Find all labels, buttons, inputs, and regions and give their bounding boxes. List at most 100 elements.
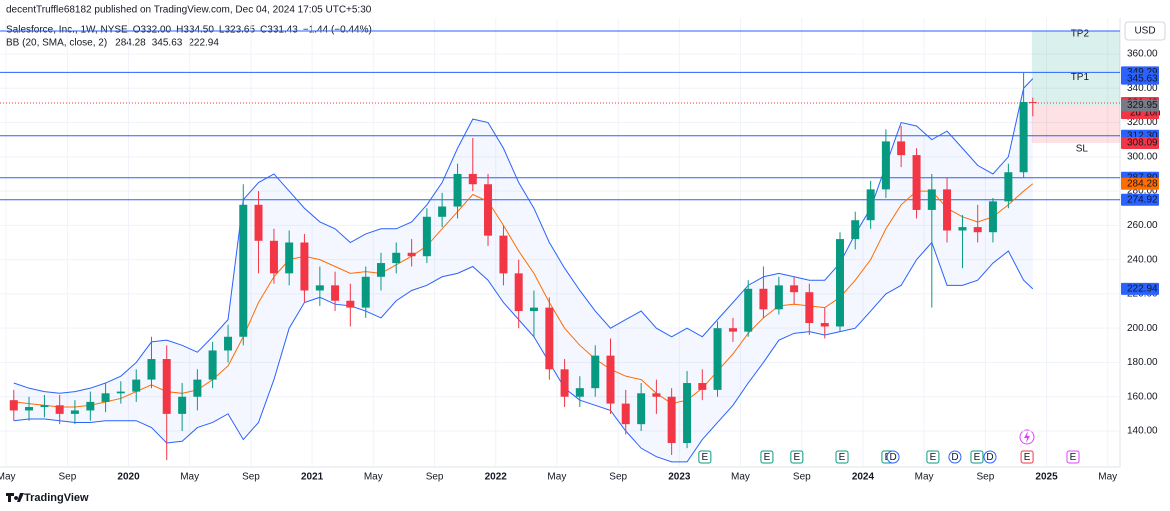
event-label: E (974, 452, 981, 463)
candle-body (759, 288, 768, 310)
x-tick-label: Sep (609, 472, 627, 483)
candle-body (575, 388, 584, 397)
candle-body (774, 285, 783, 310)
price-label-box (1121, 99, 1159, 112)
candle-body (713, 328, 722, 390)
candle-body (667, 396, 676, 444)
countdown: 2d 10h (1130, 108, 1161, 119)
candle-body (300, 242, 309, 291)
event-label: D (986, 452, 993, 463)
candle-body (193, 379, 202, 397)
event-label: E (702, 452, 709, 463)
price-label-box (1121, 193, 1159, 206)
band-basis (13, 183, 1034, 408)
candle-body (851, 220, 860, 240)
legend-low: L323.65 (219, 25, 256, 36)
candle-body (361, 276, 370, 308)
x-tick-label: 2021 (301, 472, 324, 483)
y-tick-label: 360.00 (1127, 49, 1158, 60)
band-fill (13, 78, 1033, 462)
event-marker (835, 450, 849, 464)
x-tick-label: May (915, 472, 934, 483)
price-label: 274.92 (1127, 194, 1158, 205)
candle-body (560, 369, 569, 397)
candle-body (744, 288, 753, 332)
candle-body (1004, 172, 1013, 202)
candle-body (484, 184, 493, 236)
event-marker (698, 450, 712, 464)
event-marker (790, 450, 804, 464)
currency[interactable]: USD (1134, 26, 1155, 37)
x-tick-label: Sep (426, 472, 444, 483)
candle-body (147, 359, 156, 380)
x-tick-label: May (180, 472, 199, 483)
price-label-box (1121, 282, 1159, 295)
candle-body (239, 204, 248, 337)
candle-body (132, 379, 141, 392)
x-tick-label: May (731, 472, 750, 483)
candle-body (958, 227, 967, 231)
event-marker (948, 450, 962, 464)
lightning-icon (1019, 429, 1035, 445)
candle-body (254, 204, 263, 241)
candle-body (86, 401, 95, 411)
candle-body (790, 285, 799, 293)
candle-body (836, 239, 844, 327)
candle-body (866, 189, 875, 221)
event-label: E (764, 452, 771, 463)
publish-info: decentTruffle68182 published on TradingV… (6, 5, 372, 16)
legend-high: H334.50 (176, 25, 214, 36)
y-tick-label: 140.00 (1127, 426, 1158, 437)
price-label: 222.94 (1127, 284, 1158, 295)
candle-body (407, 252, 416, 257)
loss-zone (1031, 105, 1120, 143)
candle-body (652, 393, 661, 397)
band-lower (13, 241, 1034, 463)
price-label-box (1121, 72, 1159, 85)
price-label: 329.95 (1127, 100, 1158, 111)
candle-body (453, 173, 462, 207)
candle-body (606, 355, 615, 404)
candle-body (897, 141, 906, 156)
event-marker (760, 450, 774, 464)
price-label: 284.28 (1127, 178, 1158, 189)
y-tick-label: 300.00 (1127, 151, 1158, 162)
y-tick-label: 240.00 (1127, 254, 1158, 265)
candle-body (208, 350, 217, 380)
legend-upper: 345.63 (152, 38, 183, 49)
price-label-box (1121, 177, 1159, 190)
x-tick-label: May (364, 472, 383, 483)
price-label: 308.09 (1127, 138, 1158, 149)
candle-body (973, 227, 982, 233)
candle-body (988, 201, 997, 233)
candle-body (728, 328, 737, 332)
tp1-label: TP1 (1071, 72, 1090, 83)
x-tick-label: 2022 (485, 472, 508, 483)
candle-body (545, 307, 554, 370)
event-marker (1020, 450, 1034, 464)
candle-body (25, 407, 34, 411)
legend-indicator: BB (20, SMA, close, 2) (6, 38, 107, 49)
candle-body (224, 336, 233, 351)
candle-body (499, 235, 508, 274)
candle-body (422, 216, 431, 257)
candle-body (468, 173, 477, 185)
price-label: 345.63 (1127, 73, 1158, 84)
legend-close: C331.43 (260, 25, 298, 36)
x-tick-label: 2023 (668, 472, 691, 483)
candle-body (529, 307, 538, 312)
candle-body (331, 285, 340, 301)
candle-body (55, 405, 64, 414)
candle-body (591, 355, 600, 389)
event-marker (1066, 450, 1080, 464)
currency-button[interactable] (1124, 21, 1166, 41)
candle-body (9, 400, 18, 411)
event-label: E (930, 452, 937, 463)
event-label: E (839, 452, 846, 463)
tp2-label: TP2 (1071, 29, 1090, 40)
candle-body (621, 403, 630, 425)
y-tick-label: 340.00 (1127, 83, 1158, 94)
candle-body (70, 410, 79, 414)
